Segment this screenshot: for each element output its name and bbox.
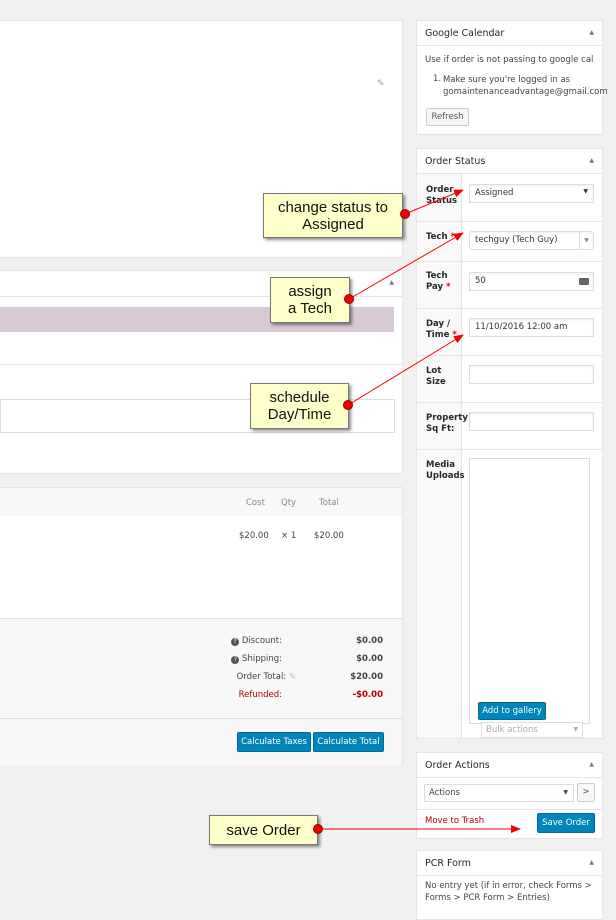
collapse-icon[interactable]: ▲ [589, 859, 594, 866]
move-to-trash-link[interactable]: Move to Trash [425, 816, 485, 826]
arrow-tech [348, 232, 464, 300]
callout-assign-tech: assign a Tech [270, 277, 350, 323]
order-total-value: $20.00 [350, 672, 383, 682]
help-icon: ? [231, 638, 240, 646]
discount-label: ? Discount: [231, 636, 282, 646]
callout-save-order: save Order [209, 815, 318, 845]
shipping-label: ? Shipping: [231, 654, 282, 664]
help-icon: ? [231, 656, 240, 664]
order-status-select[interactable]: Assigned ▼ [469, 184, 594, 203]
add-to-gallery-button[interactable]: Add to gallery [478, 702, 546, 720]
panel-title: Order Actions [425, 760, 490, 771]
sqft-label: Property Sq Ft: [426, 413, 468, 434]
collapse-icon[interactable]: ▲ [389, 279, 394, 286]
edit-pencil-icon[interactable]: ✎ [377, 79, 385, 89]
panel-title: Google Calendar [425, 28, 505, 39]
calculate-total-button[interactable]: Calculate Total [313, 732, 384, 752]
contact-card-icon [579, 278, 589, 285]
lot-size-input[interactable] [469, 365, 594, 384]
tech-pay-input[interactable]: 50 [469, 272, 594, 291]
tech-select[interactable]: techguy (Tech Guy) ▼ [469, 231, 594, 250]
item-cost: $20.00 [239, 531, 269, 541]
refresh-button[interactable]: Refresh [426, 108, 469, 126]
chevron-down-icon: ▼ [579, 232, 593, 249]
collapse-icon[interactable]: ▲ [589, 29, 594, 36]
arrow-status [404, 189, 464, 215]
lot-size-label: Lot Size [426, 366, 446, 387]
callout-schedule: schedule Day/Time [250, 383, 349, 429]
order-status-label: Order Status [426, 185, 458, 206]
tech-label: Tech * [426, 232, 455, 242]
media-uploads-label: Media Uploads [426, 460, 465, 481]
panel-title: PCR Form [425, 858, 471, 869]
google-calendar-panel: Google Calendar ▲ Use if order is not pa… [416, 20, 608, 135]
col-total: Total [319, 498, 339, 508]
col-qty: Qty [281, 498, 297, 508]
sqft-input[interactable] [469, 412, 594, 431]
order-actions-select[interactable]: Actions ▼ [424, 784, 574, 802]
panel-title: Order Status [425, 156, 486, 167]
collapse-icon[interactable]: ▲ [589, 761, 594, 768]
calculate-taxes-button[interactable]: Calculate Taxes [237, 732, 311, 752]
shipping-value: $0.00 [356, 654, 383, 664]
tech-pay-label: Tech Pay * [426, 271, 451, 292]
bulk-actions-select[interactable]: Bulk actions ▼ [481, 722, 583, 738]
gcal-intro: Use if order is not passing to google ca… [425, 55, 594, 65]
save-order-button[interactable]: Save Order [537, 813, 595, 833]
day-time-input[interactable]: 11/10/2016 12:00 am [469, 318, 594, 337]
apply-action-button[interactable]: > [577, 783, 595, 802]
item-total: $20.00 [314, 531, 344, 541]
media-gallery-box [469, 458, 590, 724]
refunded-label: Refunded: [238, 690, 282, 700]
discount-value: $0.00 [356, 636, 383, 646]
order-total-label: Order Total: ✎ [236, 672, 296, 682]
item-qty: × 1 [281, 531, 297, 541]
pcr-text: No entry yet (if in error, check Forms >… [425, 881, 592, 903]
gcal-step: Make sure you're logged in as gomaintena… [443, 75, 608, 97]
arrow-time [347, 334, 464, 406]
col-cost: Cost [246, 498, 265, 508]
callout-change-status: change status to Assigned [263, 193, 403, 238]
collapse-icon[interactable]: ▲ [589, 157, 594, 164]
edit-pencil-icon[interactable]: ✎ [288, 672, 296, 682]
refunded-value: -$0.00 [352, 690, 383, 700]
